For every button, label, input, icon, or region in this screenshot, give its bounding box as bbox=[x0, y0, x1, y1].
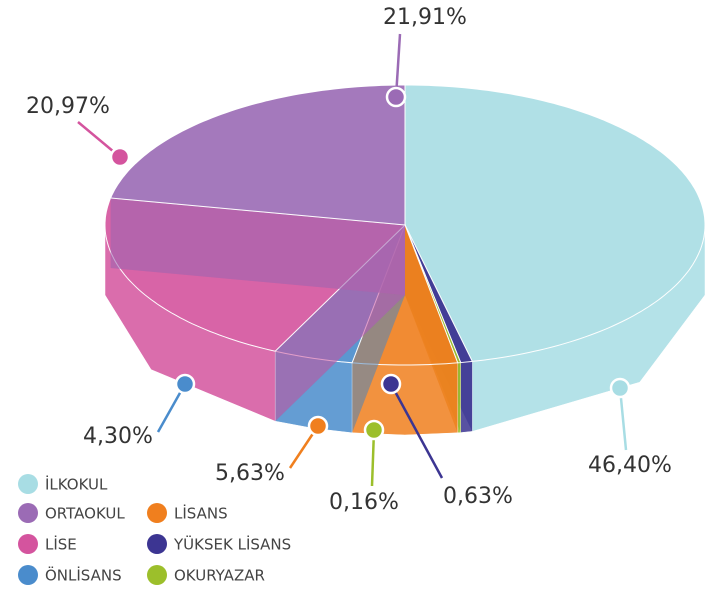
slice-top bbox=[404, 84, 706, 362]
legend-label: ORTAOKUL bbox=[45, 505, 125, 523]
legend-swatch bbox=[18, 474, 38, 494]
legend-label: YÜKSEK LİSANS bbox=[173, 535, 291, 554]
label-dot bbox=[109, 146, 131, 168]
legend-swatch bbox=[147, 565, 167, 585]
value-label: 46,40% bbox=[588, 453, 672, 478]
legend-swatch bbox=[147, 534, 167, 554]
legend-swatch bbox=[18, 565, 38, 585]
legend-label: İLKOKUL bbox=[45, 475, 108, 494]
label-dot bbox=[174, 373, 196, 395]
slice bbox=[109, 84, 406, 295]
value-label: 0,16% bbox=[329, 490, 399, 515]
legend-swatch bbox=[18, 503, 38, 523]
leader-line bbox=[394, 33, 402, 98]
value-label: 5,63% bbox=[215, 461, 285, 486]
label-dot bbox=[609, 377, 631, 399]
slice-edge bbox=[110, 197, 406, 295]
legend-label: LİSE bbox=[45, 535, 77, 554]
legend-label: ÖNLİSANS bbox=[45, 566, 122, 585]
value-label: 4,30% bbox=[83, 424, 153, 449]
value-label: 0,63% bbox=[443, 484, 513, 509]
legend-swatch bbox=[18, 534, 38, 554]
slice-top bbox=[109, 84, 406, 226]
leader-line bbox=[618, 387, 628, 451]
label-dot bbox=[385, 86, 407, 108]
leader-line bbox=[389, 383, 444, 479]
label-dot bbox=[307, 415, 329, 437]
legend-label: LİSANS bbox=[174, 504, 228, 523]
value-label: 21,91% bbox=[383, 5, 467, 30]
value-label: 20,97% bbox=[26, 94, 110, 119]
legend-swatch bbox=[147, 503, 167, 523]
label-dot bbox=[380, 373, 402, 395]
label-dot bbox=[363, 419, 385, 441]
legend-label: OKURYAZAR bbox=[174, 567, 265, 585]
